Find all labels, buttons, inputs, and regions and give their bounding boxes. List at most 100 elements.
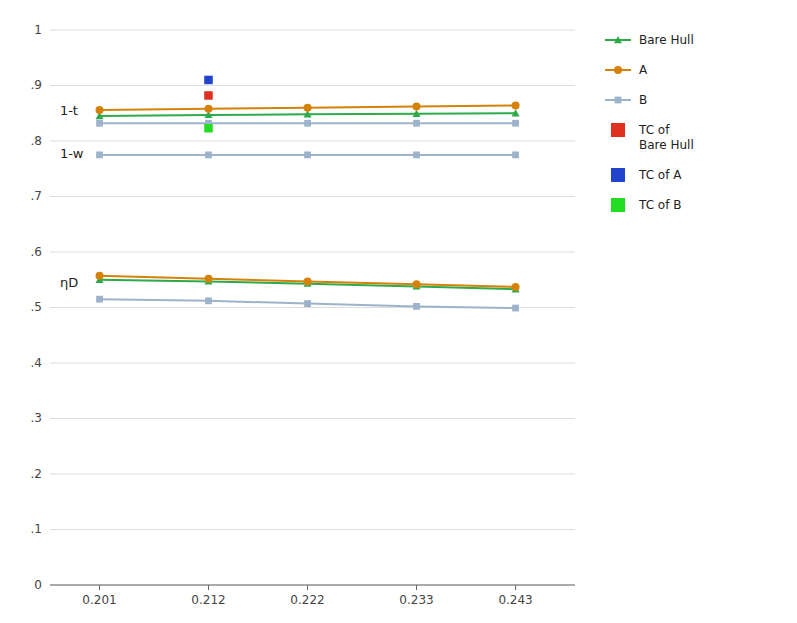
legend-item: TC of A: [611, 168, 682, 183]
x-axis: [50, 585, 575, 586]
point: [204, 91, 213, 100]
legend-label: TC of A: [638, 168, 682, 182]
legend-marker: [615, 97, 622, 104]
annotation: 1-t: [60, 103, 78, 118]
x-tick-label: 0.212: [191, 593, 225, 607]
legend-label-line: TC of: [638, 123, 670, 137]
legend-label: A: [639, 63, 648, 77]
y-tick-label: .7: [31, 189, 42, 203]
x-tick-label: 0.243: [498, 593, 532, 607]
grid-line: [50, 585, 575, 586]
marker: [304, 151, 311, 158]
legend-marker: [614, 36, 622, 43]
marker: [304, 104, 312, 112]
marker: [205, 297, 212, 304]
legend-item: Bare Hull: [605, 33, 694, 47]
grid-line: [50, 85, 575, 86]
x-tick-label: 0.222: [290, 593, 324, 607]
marker: [512, 109, 520, 116]
legend-label-line: Bare Hull: [639, 33, 694, 47]
marker: [512, 305, 519, 312]
scatter-series: [204, 91, 213, 100]
legend-label-line: TC of A: [638, 168, 682, 182]
point: [204, 124, 213, 133]
marker: [96, 106, 104, 114]
chart: 0 .1 .2 .3 .4 .5 .6 .7 .8 .9 1 0.201 0.212 0.222 0.233…: [0, 0, 797, 623]
x-tick: [307, 585, 308, 590]
y-tick-label: .1: [31, 522, 42, 536]
legend-label-line: B: [639, 93, 647, 107]
y-tick-label: .2: [31, 467, 42, 481]
line: [100, 299, 516, 308]
legend-label-line: Bare Hull: [639, 138, 694, 152]
x-tick-label: 0.201: [82, 593, 116, 607]
annotation: ηD: [60, 275, 78, 290]
grid-line: [50, 418, 575, 419]
line-series: [96, 272, 520, 291]
grid: [50, 30, 575, 585]
x-tick: [208, 585, 209, 590]
y-tick-label: .4: [31, 356, 42, 370]
grid-line: [50, 474, 575, 475]
x-tick: [99, 585, 100, 590]
grid-line: [50, 196, 575, 197]
plot-area: [96, 76, 520, 312]
legend-item: TC of B: [611, 198, 681, 213]
y-tick-label: .8: [31, 134, 42, 148]
grid-line: [50, 141, 575, 142]
marker: [413, 110, 421, 117]
legend-item: TC ofBare Hull: [611, 123, 694, 152]
line-series: [96, 151, 519, 158]
grid-line: [50, 30, 575, 31]
legend-label: TC of B: [638, 198, 681, 212]
scatter-series: [204, 76, 213, 85]
legend-swatch: [611, 168, 625, 182]
marker: [413, 103, 421, 111]
marker: [512, 151, 519, 158]
legend-marker: [614, 66, 622, 74]
y-tick-label: .5: [31, 300, 42, 314]
legend-item: B: [605, 93, 647, 107]
y-tick-label: .9: [31, 78, 42, 92]
grid-line: [50, 252, 575, 253]
legend-label: Bare Hull: [639, 33, 694, 47]
marker: [512, 101, 520, 109]
line-series: [96, 276, 520, 293]
scatter-series: [204, 124, 213, 133]
x-tick-label: 0.233: [399, 593, 433, 607]
marker: [413, 303, 420, 310]
point: [204, 76, 213, 85]
annotation: 1-w: [60, 146, 84, 161]
line: [100, 276, 516, 287]
legend-label: B: [639, 93, 647, 107]
line-series: [96, 120, 519, 127]
y-tick-label: 1: [34, 23, 42, 37]
marker: [304, 277, 312, 285]
marker: [204, 275, 212, 283]
grid-line: [50, 529, 575, 530]
marker: [304, 300, 311, 307]
marker: [96, 151, 103, 158]
marker: [512, 283, 520, 291]
legend-label: TC ofBare Hull: [638, 123, 694, 152]
marker: [512, 120, 519, 127]
marker: [96, 296, 103, 303]
y-tick-label: 0: [34, 578, 42, 592]
marker: [205, 151, 212, 158]
legend-label-line: TC of B: [638, 198, 681, 212]
line-series: [96, 101, 520, 113]
marker: [304, 120, 311, 127]
grid-line: [50, 363, 575, 364]
line-series: [96, 296, 519, 312]
marker: [413, 120, 420, 127]
marker: [96, 120, 103, 127]
marker: [413, 280, 421, 288]
legend-item: A: [605, 63, 648, 77]
marker: [204, 105, 212, 113]
y-tick-label: .3: [31, 411, 42, 425]
y-tick-label: .6: [31, 245, 42, 259]
legend-label-line: A: [639, 63, 648, 77]
x-tick: [515, 585, 516, 590]
marker: [96, 272, 104, 280]
marker: [413, 151, 420, 158]
